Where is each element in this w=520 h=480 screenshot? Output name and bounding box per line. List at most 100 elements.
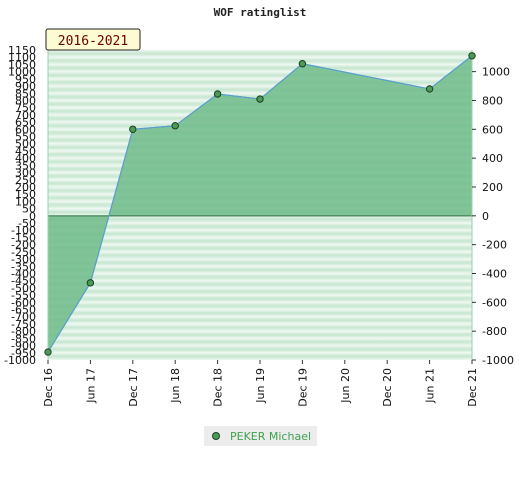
y-left-tick-label: 700 — [15, 109, 36, 122]
grid-band — [48, 295, 472, 303]
y-left-tick-label: 350 — [15, 159, 36, 172]
legend-label: PEKER Michael — [230, 429, 312, 443]
data-point — [425, 85, 434, 93]
y-right-tick-label: 800 — [482, 94, 503, 107]
grid-band — [48, 323, 472, 332]
data-point — [213, 90, 222, 98]
y-right-tick-label: -200 — [482, 239, 507, 252]
grid-band — [48, 352, 472, 360]
y-left-tick-label: 600 — [15, 123, 36, 136]
y-left-tick-label: 150 — [15, 188, 36, 201]
y-left-tick-label: -950 — [11, 347, 36, 360]
x-tick-label: Dec 21 — [466, 368, 479, 407]
grid-band — [48, 331, 472, 339]
y-left-tick-label: -50 — [18, 217, 36, 230]
period-badge-box — [45, 28, 141, 51]
y-left-tick-label: -550 — [11, 289, 36, 302]
y-left-tick-label: -800 — [11, 325, 36, 338]
grid-band — [48, 71, 472, 79]
y-left-tick-label: -600 — [11, 296, 36, 309]
data-point — [298, 59, 307, 68]
right-y-tick-labels: 1000 800 600 400 200 0 -200 -400 -600 -800 -1000 — [472, 66, 514, 367]
grid-band — [48, 230, 472, 238]
y-right-tick-label: -400 — [482, 267, 507, 280]
y-left-tick-label: 800 — [15, 94, 36, 107]
y-left-tick-label: 300 — [15, 167, 36, 180]
grid-band — [48, 57, 472, 65]
y-left-tick-label: -450 — [11, 275, 36, 288]
axes — [47, 50, 473, 360]
y-left-tick-label: 650 — [15, 116, 36, 129]
y-left-tick-label: 500 — [15, 138, 36, 151]
y-left-tick-label: 950 — [15, 73, 36, 86]
grid-band — [48, 86, 472, 94]
y-right-tick-label: -600 — [482, 296, 507, 309]
y-left-tick-label: 50 — [22, 203, 36, 216]
y-right-tick-label: 400 — [482, 152, 503, 165]
period-badge: 2016-2021 — [45, 28, 141, 51]
y-left-tick-label: -300 — [11, 253, 36, 266]
y-left-tick-label: -750 — [11, 318, 36, 331]
y-left-tick-label: 1100 — [8, 51, 36, 64]
grid-band — [48, 244, 472, 252]
y-right-tick-label: 1000 — [482, 66, 510, 79]
grid-band — [48, 251, 472, 260]
y-left-tick-label: 200 — [15, 181, 36, 194]
x-tick-label: Dec 16 — [42, 368, 55, 407]
grid-band — [48, 338, 472, 346]
y-left-tick-label: 850 — [15, 87, 36, 100]
x-tick-label: Dec 20 — [381, 368, 394, 407]
left-y-tick-labels: 1150110010501000950900850800750700650600… — [4, 44, 36, 367]
data-point — [468, 52, 476, 60]
grid-band — [48, 280, 472, 288]
x-tick-label: Jun 17 — [84, 368, 97, 404]
y-right-tick-label: 200 — [482, 181, 503, 194]
grid-band — [48, 273, 472, 281]
legend-marker-icon — [212, 432, 220, 440]
y-right-tick-label: -800 — [482, 325, 507, 338]
y-left-tick-label: 400 — [15, 152, 36, 165]
data-point — [171, 121, 179, 130]
y-left-tick-label: -100 — [11, 224, 36, 237]
grid-band — [48, 266, 472, 274]
grid-band — [48, 316, 472, 324]
x-tick-label: Dec 19 — [296, 368, 309, 407]
grid-band — [48, 345, 472, 353]
y-left-tick-label: 1150 — [8, 44, 36, 57]
y-right-tick-label: -1000 — [482, 354, 514, 367]
y-left-tick-label: 1000 — [8, 66, 36, 79]
grid-band — [48, 309, 472, 317]
y-left-tick-label: -850 — [11, 332, 36, 345]
x-tick-label: Jun 18 — [169, 368, 182, 404]
grid-band — [48, 237, 472, 245]
x-tick-label: Dec 18 — [212, 368, 225, 407]
y-left-tick-label: 550 — [15, 131, 36, 144]
x-tick-label: Jun 20 — [339, 368, 352, 404]
y-left-tick-label: -200 — [11, 239, 36, 252]
y-left-tick-label: 450 — [15, 145, 36, 158]
y-left-tick-label: 250 — [15, 174, 36, 187]
y-left-tick-label: -350 — [11, 260, 36, 273]
grid-band — [48, 287, 472, 296]
y-left-tick-label: -700 — [11, 311, 36, 324]
y-left-tick-label: 0 — [29, 210, 36, 223]
x-tick-label: Jun 21 — [424, 368, 437, 404]
grid-band — [48, 64, 472, 72]
x-tick-label: Jun 19 — [254, 368, 267, 404]
data-point — [44, 348, 52, 356]
grid-band — [48, 78, 472, 87]
grid-band — [48, 302, 472, 310]
y-right-tick-label: 600 — [482, 123, 503, 136]
grid-band — [48, 215, 472, 224]
y-left-tick-label: -900 — [11, 340, 36, 353]
x-tick-label: Dec 17 — [127, 368, 140, 407]
y-left-tick-label: -1000 — [4, 354, 36, 367]
y-left-tick-label: 1050 — [8, 58, 36, 71]
y-left-tick-label: -500 — [11, 282, 36, 295]
y-left-tick-label: 750 — [15, 102, 36, 115]
x-tick-labels: Dec 16 Jun 17 Dec 17 Jun 18 Dec 18 Jun 19 Dec … — [42, 360, 479, 407]
grid-band — [48, 223, 472, 231]
data-point — [256, 95, 264, 103]
grid-band — [48, 259, 472, 267]
